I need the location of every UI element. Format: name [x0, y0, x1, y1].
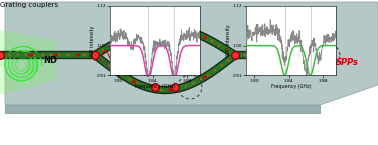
Text: ND: ND	[43, 56, 57, 65]
Y-axis label: SPP intensity: SPP intensity	[226, 25, 231, 56]
Polygon shape	[5, 105, 320, 113]
Polygon shape	[0, 30, 55, 95]
Text: Grating couplers: Grating couplers	[0, 2, 58, 8]
X-axis label: Frequency (GHz): Frequency (GHz)	[135, 84, 175, 89]
X-axis label: Frequency (GHz): Frequency (GHz)	[271, 84, 311, 89]
Text: SPPs: SPPs	[336, 58, 359, 67]
Polygon shape	[5, 2, 378, 105]
Y-axis label: ND intensity: ND intensity	[90, 25, 95, 56]
